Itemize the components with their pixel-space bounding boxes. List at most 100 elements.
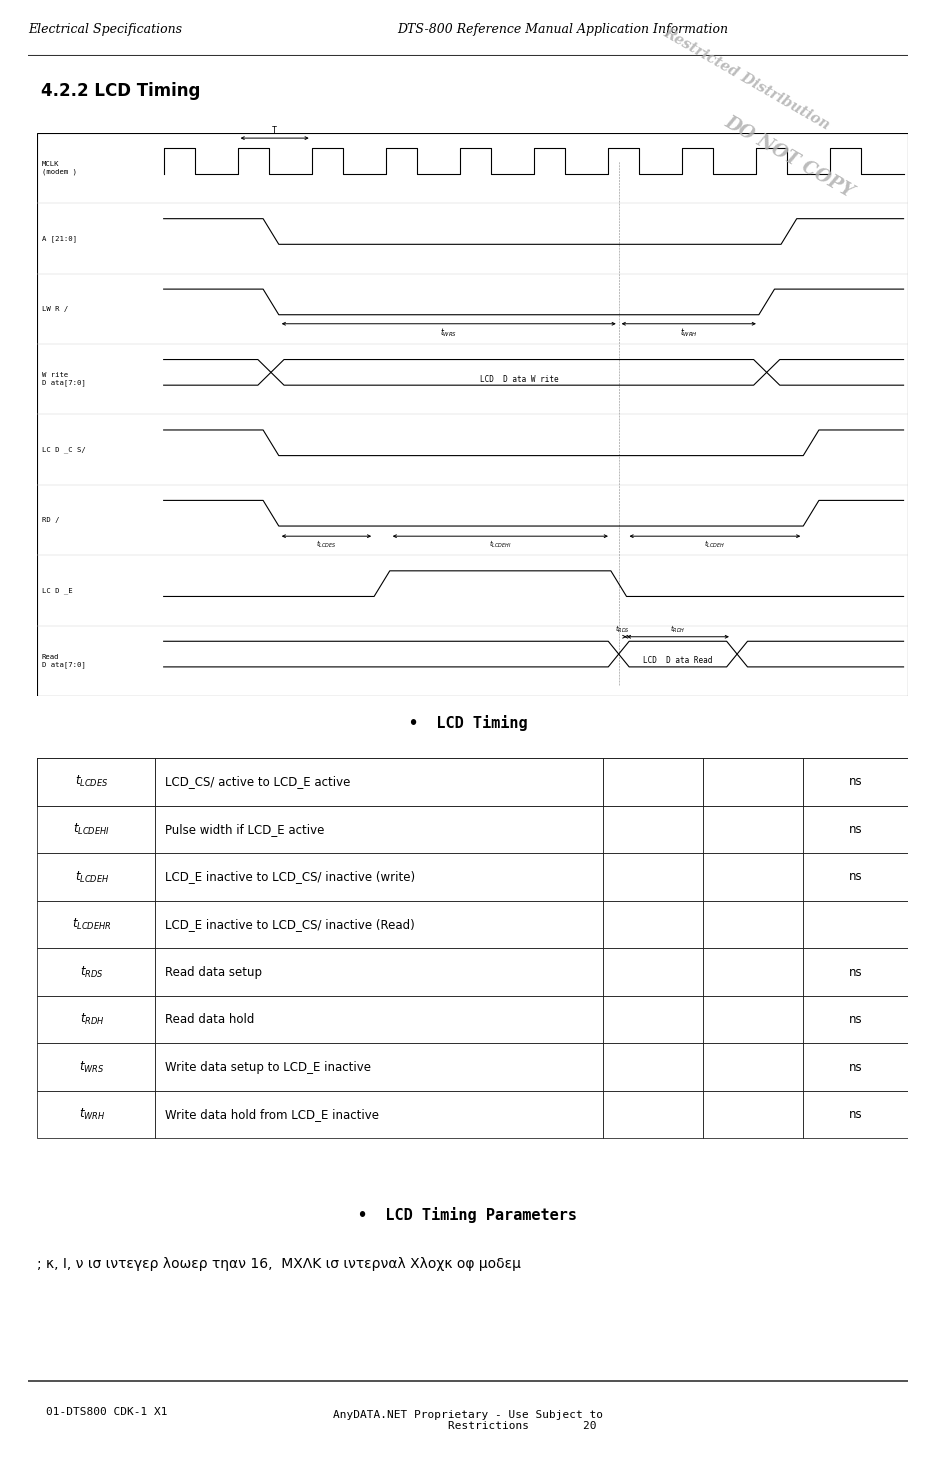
Bar — [155, 1092, 604, 1139]
Text: $t_{RDH}$: $t_{RDH}$ — [80, 1012, 104, 1027]
Text: ns: ns — [849, 1061, 862, 1074]
Text: Read
D ata[7:0]: Read D ata[7:0] — [42, 653, 85, 668]
Text: ns: ns — [849, 966, 862, 978]
Text: Restricted Distribution: Restricted Distribution — [661, 25, 832, 133]
Bar — [703, 901, 803, 948]
Text: $t_{RDS}$: $t_{RDS}$ — [80, 965, 104, 979]
Text: RD /: RD / — [42, 518, 59, 524]
Text: $t_{LCDEHI}$: $t_{LCDEHI}$ — [73, 822, 110, 836]
Bar — [155, 758, 604, 805]
Text: MIN: MIN — [640, 776, 666, 789]
Text: $t_{WRS}$: $t_{WRS}$ — [440, 326, 458, 339]
Text: ns: ns — [849, 776, 862, 789]
Text: $t_{LCDEHI}$: $t_{LCDEHI}$ — [489, 538, 512, 550]
Bar — [155, 758, 604, 805]
Text: DESCRIPTION: DESCRIPTION — [334, 776, 424, 789]
Text: MAX: MAX — [739, 776, 768, 789]
Bar — [703, 758, 803, 805]
Bar — [803, 1092, 908, 1139]
Bar — [603, 1092, 703, 1139]
Text: 4.2.2 LCD Timing: 4.2.2 LCD Timing — [41, 83, 200, 100]
Bar — [803, 758, 908, 805]
Bar — [803, 758, 908, 805]
Bar — [37, 948, 155, 996]
Bar — [703, 1092, 803, 1139]
Text: DTS-800 Reference Manual Application Information: DTS-800 Reference Manual Application Inf… — [398, 22, 728, 35]
Bar — [803, 948, 908, 996]
Bar — [703, 853, 803, 901]
Text: 01-DTS800 CDK-1 X1: 01-DTS800 CDK-1 X1 — [46, 1407, 168, 1416]
Text: ns: ns — [849, 870, 862, 884]
Bar — [37, 1043, 155, 1092]
Bar — [37, 853, 155, 901]
Bar — [703, 948, 803, 996]
Text: ; κ, Ι, ν ισ ιντεγερ λοωερ τηαν 16,  ΜΧΛΚ ισ ιντερναλ Χλοχκ οφ µοδεμ: ; κ, Ι, ν ισ ιντεγερ λοωερ τηαν 16, ΜΧΛΚ… — [37, 1257, 520, 1271]
Bar — [803, 1043, 908, 1092]
Text: Write data hold from LCD_E inactive: Write data hold from LCD_E inactive — [166, 1108, 379, 1121]
Text: ns: ns — [849, 823, 862, 836]
Text: DO NOT COPY: DO NOT COPY — [721, 112, 856, 201]
Bar — [703, 1043, 803, 1092]
Bar — [37, 1092, 155, 1139]
Bar — [603, 948, 703, 996]
Text: Write data setup to LCD_E inactive: Write data setup to LCD_E inactive — [166, 1061, 372, 1074]
Bar — [603, 996, 703, 1043]
Bar — [155, 805, 604, 853]
Bar — [155, 1043, 604, 1092]
Bar — [155, 853, 604, 901]
Bar — [803, 996, 908, 1043]
Bar — [603, 853, 703, 901]
Text: Read data setup: Read data setup — [166, 966, 262, 978]
Bar — [803, 853, 908, 901]
Text: LC D _C S/: LC D _C S/ — [42, 447, 85, 453]
Text: $t_{WRS}$: $t_{WRS}$ — [80, 1059, 105, 1075]
Text: $t_{RDH}$: $t_{RDH}$ — [670, 624, 686, 636]
Bar — [603, 758, 703, 805]
Bar — [37, 758, 155, 805]
Bar — [37, 996, 155, 1043]
Bar — [803, 901, 908, 948]
Text: LCD_E inactive to LCD_CS/ inactive (Read): LCD_E inactive to LCD_CS/ inactive (Read… — [166, 917, 416, 931]
Bar — [155, 996, 604, 1043]
Text: T: T — [272, 127, 277, 136]
Text: LCD_CS/ active to LCD_E active: LCD_CS/ active to LCD_E active — [166, 776, 351, 789]
Text: $t_{WRH}$: $t_{WRH}$ — [680, 326, 697, 339]
Text: $t_{RDS}$: $t_{RDS}$ — [615, 624, 630, 636]
Bar — [603, 901, 703, 948]
Text: $t_{LCDEH}$: $t_{LCDEH}$ — [75, 869, 110, 885]
Text: •  LCD Timing Parameters: • LCD Timing Parameters — [358, 1207, 578, 1223]
Bar — [37, 758, 155, 805]
Text: LCD  D ata Read: LCD D ata Read — [643, 656, 712, 665]
Bar — [155, 948, 604, 996]
Text: $t_{LCDEH}$: $t_{LCDEH}$ — [704, 538, 725, 550]
Text: Pulse width if LCD_E active: Pulse width if LCD_E active — [166, 823, 325, 836]
Text: LCD_E inactive to LCD_CS/ inactive (write): LCD_E inactive to LCD_CS/ inactive (writ… — [166, 870, 416, 884]
Bar — [603, 805, 703, 853]
Bar — [155, 901, 604, 948]
Text: PARAMETER: PARAMETER — [56, 776, 136, 789]
Bar — [803, 805, 908, 853]
Bar — [37, 901, 155, 948]
Bar — [603, 1043, 703, 1092]
Text: $t_{LCDES}$: $t_{LCDES}$ — [316, 538, 337, 550]
Text: MCLK
(modem ): MCLK (modem ) — [42, 161, 77, 174]
Text: Read data hold: Read data hold — [166, 1013, 255, 1027]
Text: A [21:0]: A [21:0] — [42, 235, 77, 242]
Bar — [703, 996, 803, 1043]
Text: LW R /: LW R / — [42, 305, 68, 311]
Bar — [703, 758, 803, 805]
Text: $t_{LCDEHR}$: $t_{LCDEHR}$ — [72, 917, 111, 932]
Text: ns: ns — [849, 1108, 862, 1121]
Text: $t_{WRH}$: $t_{WRH}$ — [79, 1108, 105, 1122]
Text: UNIT: UNIT — [840, 776, 871, 789]
Bar — [603, 758, 703, 805]
Text: $t_{LCDES}$: $t_{LCDES}$ — [75, 774, 109, 789]
Bar — [37, 805, 155, 853]
Text: W rite
D ata[7:0]: W rite D ata[7:0] — [42, 372, 85, 386]
Bar — [703, 805, 803, 853]
Text: AnyDATA.NET Proprietary - Use Subject to
                Restrictions        20: AnyDATA.NET Proprietary - Use Subject to… — [333, 1410, 603, 1431]
Text: LC D _E: LC D _E — [42, 587, 72, 594]
Text: Electrical Specifications: Electrical Specifications — [28, 22, 183, 35]
Text: LCD  D ata W rite: LCD D ata W rite — [479, 375, 558, 384]
Text: ns: ns — [849, 1013, 862, 1027]
